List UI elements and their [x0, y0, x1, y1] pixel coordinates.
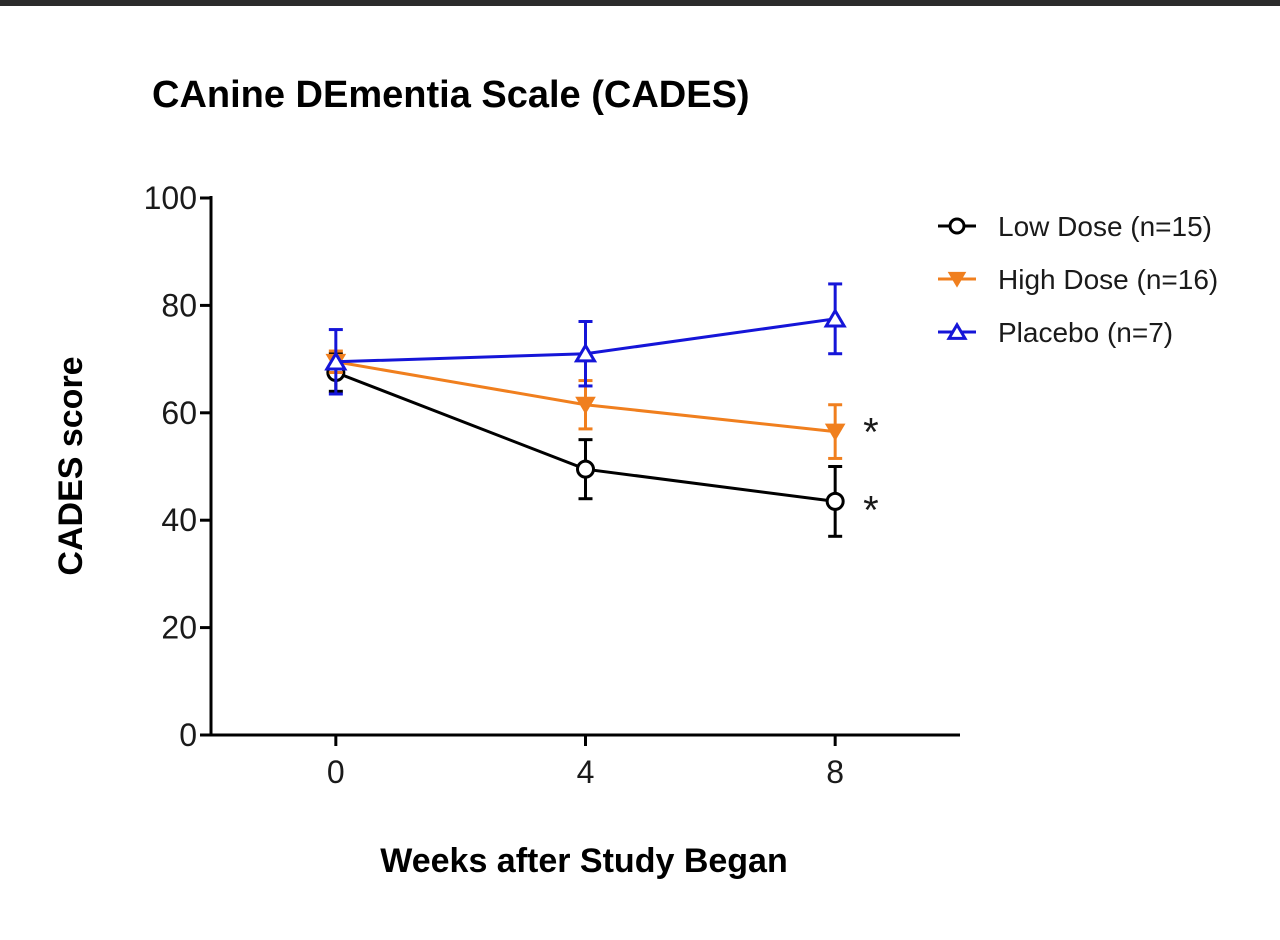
data-point	[573, 342, 598, 363]
y-axis-title: CADES score	[52, 356, 90, 575]
series-layer: **	[324, 282, 879, 538]
data-point	[575, 396, 596, 415]
y-tick-label: 40	[161, 502, 197, 538]
y-tick-label: 100	[144, 180, 197, 216]
y-tick-label: 20	[161, 610, 197, 646]
significance-asterisk: *	[863, 488, 879, 532]
x-axis-title: Weeks after Study Began	[380, 842, 788, 880]
x-tick-label: 4	[577, 754, 595, 790]
legend-marker	[946, 321, 968, 340]
significance-asterisk: *	[863, 411, 879, 455]
legend-label: High Dose (n=16)	[998, 264, 1218, 295]
legend-marker	[947, 271, 967, 288]
series-placebo	[324, 282, 847, 396]
legend-label: Placebo (n=7)	[998, 317, 1173, 348]
data-point	[576, 459, 595, 479]
legend-label: Low Dose (n=15)	[998, 211, 1212, 242]
data-point	[324, 350, 348, 371]
x-tick-label: 0	[327, 754, 345, 790]
legend-item: High Dose (n=16)	[938, 264, 1218, 295]
data-point	[824, 423, 846, 442]
legend: Low Dose (n=15) High Dose (n=16) Placebo (…	[938, 211, 1218, 348]
y-tick-label: 60	[161, 395, 197, 431]
legend-item: Placebo (n=7)	[938, 317, 1173, 348]
axes: 0 20 40 60 80 100 0 4 8	[144, 180, 960, 790]
window-top-bar	[0, 0, 1280, 6]
data-point	[825, 491, 845, 511]
legend-marker	[948, 217, 966, 235]
y-tick-label: 0	[179, 717, 197, 753]
data-point	[823, 307, 847, 328]
y-tick-label: 80	[161, 287, 197, 323]
chart-title: CAnine DEmentia Scale (CADES)	[152, 74, 750, 116]
x-tick-label: 8	[826, 754, 844, 790]
legend-item: Low Dose (n=15)	[938, 211, 1212, 242]
